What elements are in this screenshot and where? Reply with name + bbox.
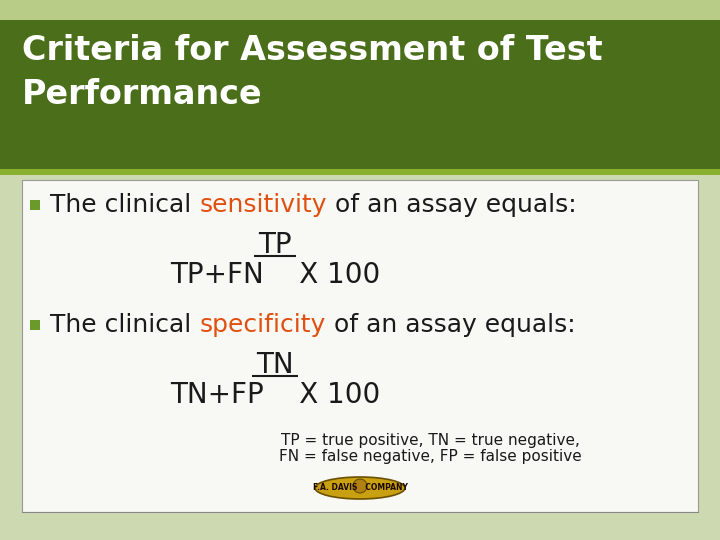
Text: F.A. DAVIS   COMPANY: F.A. DAVIS COMPANY xyxy=(312,483,408,492)
Ellipse shape xyxy=(315,477,405,499)
Text: FN = false negative, FP = false positive: FN = false negative, FP = false positive xyxy=(279,449,581,463)
Text: sensitivity: sensitivity xyxy=(199,193,327,217)
Text: TP = true positive, TN = true negative,: TP = true positive, TN = true negative, xyxy=(281,433,580,448)
Text: TP: TP xyxy=(258,231,292,259)
Text: of an assay equals:: of an assay equals: xyxy=(325,313,575,337)
Text: The clinical: The clinical xyxy=(50,313,199,337)
Text: Performance: Performance xyxy=(22,78,263,111)
Bar xyxy=(0,512,720,540)
Text: of an assay equals:: of an assay equals: xyxy=(327,193,577,217)
Bar xyxy=(0,20,720,170)
Bar xyxy=(22,180,698,512)
Text: TP+FN    X 100: TP+FN X 100 xyxy=(170,261,380,289)
Text: Criteria for Assessment of Test: Criteria for Assessment of Test xyxy=(22,33,603,66)
Text: TN: TN xyxy=(256,351,294,379)
Text: TN+FP    X 100: TN+FP X 100 xyxy=(170,381,380,409)
Bar xyxy=(30,320,40,330)
Bar xyxy=(0,169,720,175)
Bar xyxy=(30,200,40,210)
Text: specificity: specificity xyxy=(199,313,325,337)
Bar xyxy=(0,0,720,20)
Text: The clinical: The clinical xyxy=(50,193,199,217)
Circle shape xyxy=(353,479,367,493)
